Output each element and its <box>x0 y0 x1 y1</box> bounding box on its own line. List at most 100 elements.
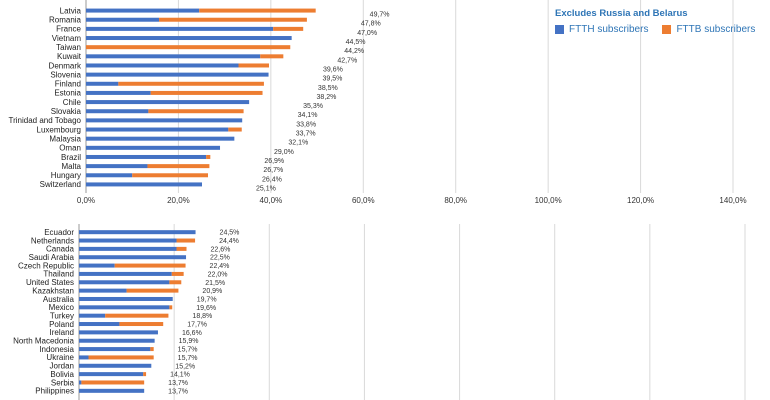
total-label-1-6: 21,5% <box>205 280 225 287</box>
bar-1-6-fttb <box>169 280 182 285</box>
category-label-1-7: Kazakhstan <box>32 286 74 295</box>
bar-1-18-fttb <box>81 380 145 385</box>
total-label-1-15: 15,7% <box>178 355 198 362</box>
legend-item-fttb: FTTB subscribers <box>662 24 755 35</box>
bar-0-6-ftth <box>86 63 239 68</box>
total-label-0-11: 34,1% <box>298 112 318 119</box>
total-label-1-9: 19,6% <box>196 305 216 312</box>
total-label-1-0: 24,5% <box>220 230 240 237</box>
total-label-0-9: 38,2% <box>317 94 337 101</box>
category-label-0-16: Brazil <box>61 153 81 162</box>
bar-1-9-fttb <box>169 305 173 310</box>
category-label-1-0: Ecuador <box>44 228 74 237</box>
total-label-1-8: 19,7% <box>197 296 217 303</box>
category-label-0-17: Malta <box>61 162 81 171</box>
total-label-0-4: 44,2% <box>344 48 364 55</box>
category-label-0-12: Trinidad and Tobago <box>9 116 82 125</box>
legend-swatch-ftth <box>555 25 564 34</box>
x-tick-label-0-1: 20,0% <box>167 196 190 205</box>
total-label-0-14: 32,1% <box>288 140 308 147</box>
bar-1-2-fttb <box>176 246 187 251</box>
category-label-0-13: Luxembourg <box>37 125 81 134</box>
bar-0-16-ftth <box>86 154 207 159</box>
bar-1-1-ftth <box>79 238 177 243</box>
total-label-1-2: 22,6% <box>211 246 231 253</box>
category-label-1-18: Serbia <box>51 378 75 387</box>
bar-1-19-ftth <box>79 388 145 393</box>
category-label-1-14: Indonesia <box>39 345 74 354</box>
x-tick-label-0-2: 40,0% <box>260 196 283 205</box>
bar-0-13-ftth <box>86 127 229 132</box>
bar-1-1-fttb <box>176 238 196 243</box>
total-label-1-1: 24,4% <box>219 238 239 245</box>
bar-0-2-ftth <box>86 26 274 31</box>
bar-0-5-ftth <box>86 54 261 59</box>
category-label-0-1: Romania <box>49 16 82 25</box>
bar-0-12-ftth <box>86 118 243 123</box>
bar-1-4-fttb <box>114 263 186 268</box>
bar-0-8-fttb <box>118 81 264 86</box>
bar-1-6-ftth <box>79 280 170 285</box>
legend-swatch-fttb <box>662 25 672 34</box>
category-label-0-11: Slovakia <box>51 107 82 116</box>
bar-0-1-ftth <box>86 17 160 22</box>
legend-title: Excludes Russia and Belarus <box>555 8 688 19</box>
category-label-1-19: Philippines <box>35 387 74 396</box>
category-label-0-3: Vietnam <box>52 34 82 43</box>
legend-label-ftth: FTTH subscribers <box>569 24 649 35</box>
category-label-1-15: Ukraine <box>46 353 74 362</box>
bar-1-15-fttb <box>88 355 154 360</box>
bar-1-16-ftth <box>79 363 152 368</box>
category-label-1-10: Turkey <box>50 311 74 320</box>
bar-0-6-fttb <box>238 63 270 68</box>
bar-0-17-fttb <box>147 164 210 169</box>
bar-1-14-ftth <box>79 347 151 352</box>
bar-1-0-ftth <box>79 230 196 235</box>
bar-1-10-fttb <box>105 313 169 318</box>
category-label-0-15: Oman <box>59 144 81 153</box>
x-tick-label-0-6: 120,0% <box>627 196 654 205</box>
category-label-0-18: Hungary <box>51 171 81 180</box>
total-label-1-14: 15,7% <box>178 347 198 354</box>
bar-0-18-fttb <box>132 173 209 178</box>
legend-label-fttb: FTTB subscribers <box>676 24 756 35</box>
x-tick-label-0-4: 80,0% <box>444 196 467 205</box>
total-label-1-7: 20,9% <box>202 288 222 295</box>
bar-0-9-ftth <box>86 90 151 95</box>
bar-0-8-ftth <box>86 81 119 86</box>
bar-0-14-ftth <box>86 136 235 141</box>
category-label-1-16: Jordan <box>50 362 74 371</box>
bar-0-11-fttb <box>148 109 244 114</box>
legend-item-ftth: FTTH subscribers <box>555 24 648 35</box>
bar-0-15-ftth <box>86 145 221 150</box>
total-label-1-10: 18,8% <box>192 313 212 320</box>
bar-0-13-fttb <box>228 127 242 132</box>
x-tick-label-0-0: 0,0% <box>77 196 95 205</box>
category-label-1-12: Ireland <box>50 328 74 337</box>
bar-0-17-ftth <box>86 164 148 169</box>
total-label-1-5: 22,0% <box>208 271 228 278</box>
category-label-0-4: Taiwan <box>56 43 81 52</box>
total-label-0-7: 39,5% <box>323 76 343 83</box>
bar-0-4-fttb <box>86 45 291 50</box>
bar-1-14-fttb <box>150 347 154 352</box>
total-label-1-17: 14,1% <box>170 372 190 379</box>
total-label-0-8: 38,5% <box>318 85 338 92</box>
total-label-0-3: 44,5% <box>346 39 366 46</box>
category-label-0-14: Malaysia <box>49 134 81 143</box>
total-label-0-2: 47,0% <box>357 30 377 37</box>
bar-0-1-fttb <box>159 17 307 22</box>
bar-1-10-ftth <box>79 313 106 318</box>
total-label-1-3: 22,5% <box>210 255 230 262</box>
category-label-1-3: Saudi Arabia <box>29 253 75 262</box>
total-label-1-12: 16,6% <box>182 330 202 337</box>
category-label-1-13: North Macedonia <box>13 337 74 346</box>
bar-0-10-ftth <box>86 100 250 105</box>
bar-0-3-ftth <box>86 36 292 41</box>
bar-0-9-fttb <box>150 90 263 95</box>
bar-1-17-fttb <box>143 372 147 377</box>
category-label-0-9: Estonia <box>54 89 81 98</box>
bar-0-16-fttb <box>206 154 211 159</box>
category-label-0-5: Kuwait <box>57 52 82 61</box>
bar-1-11-fttb <box>119 322 164 327</box>
